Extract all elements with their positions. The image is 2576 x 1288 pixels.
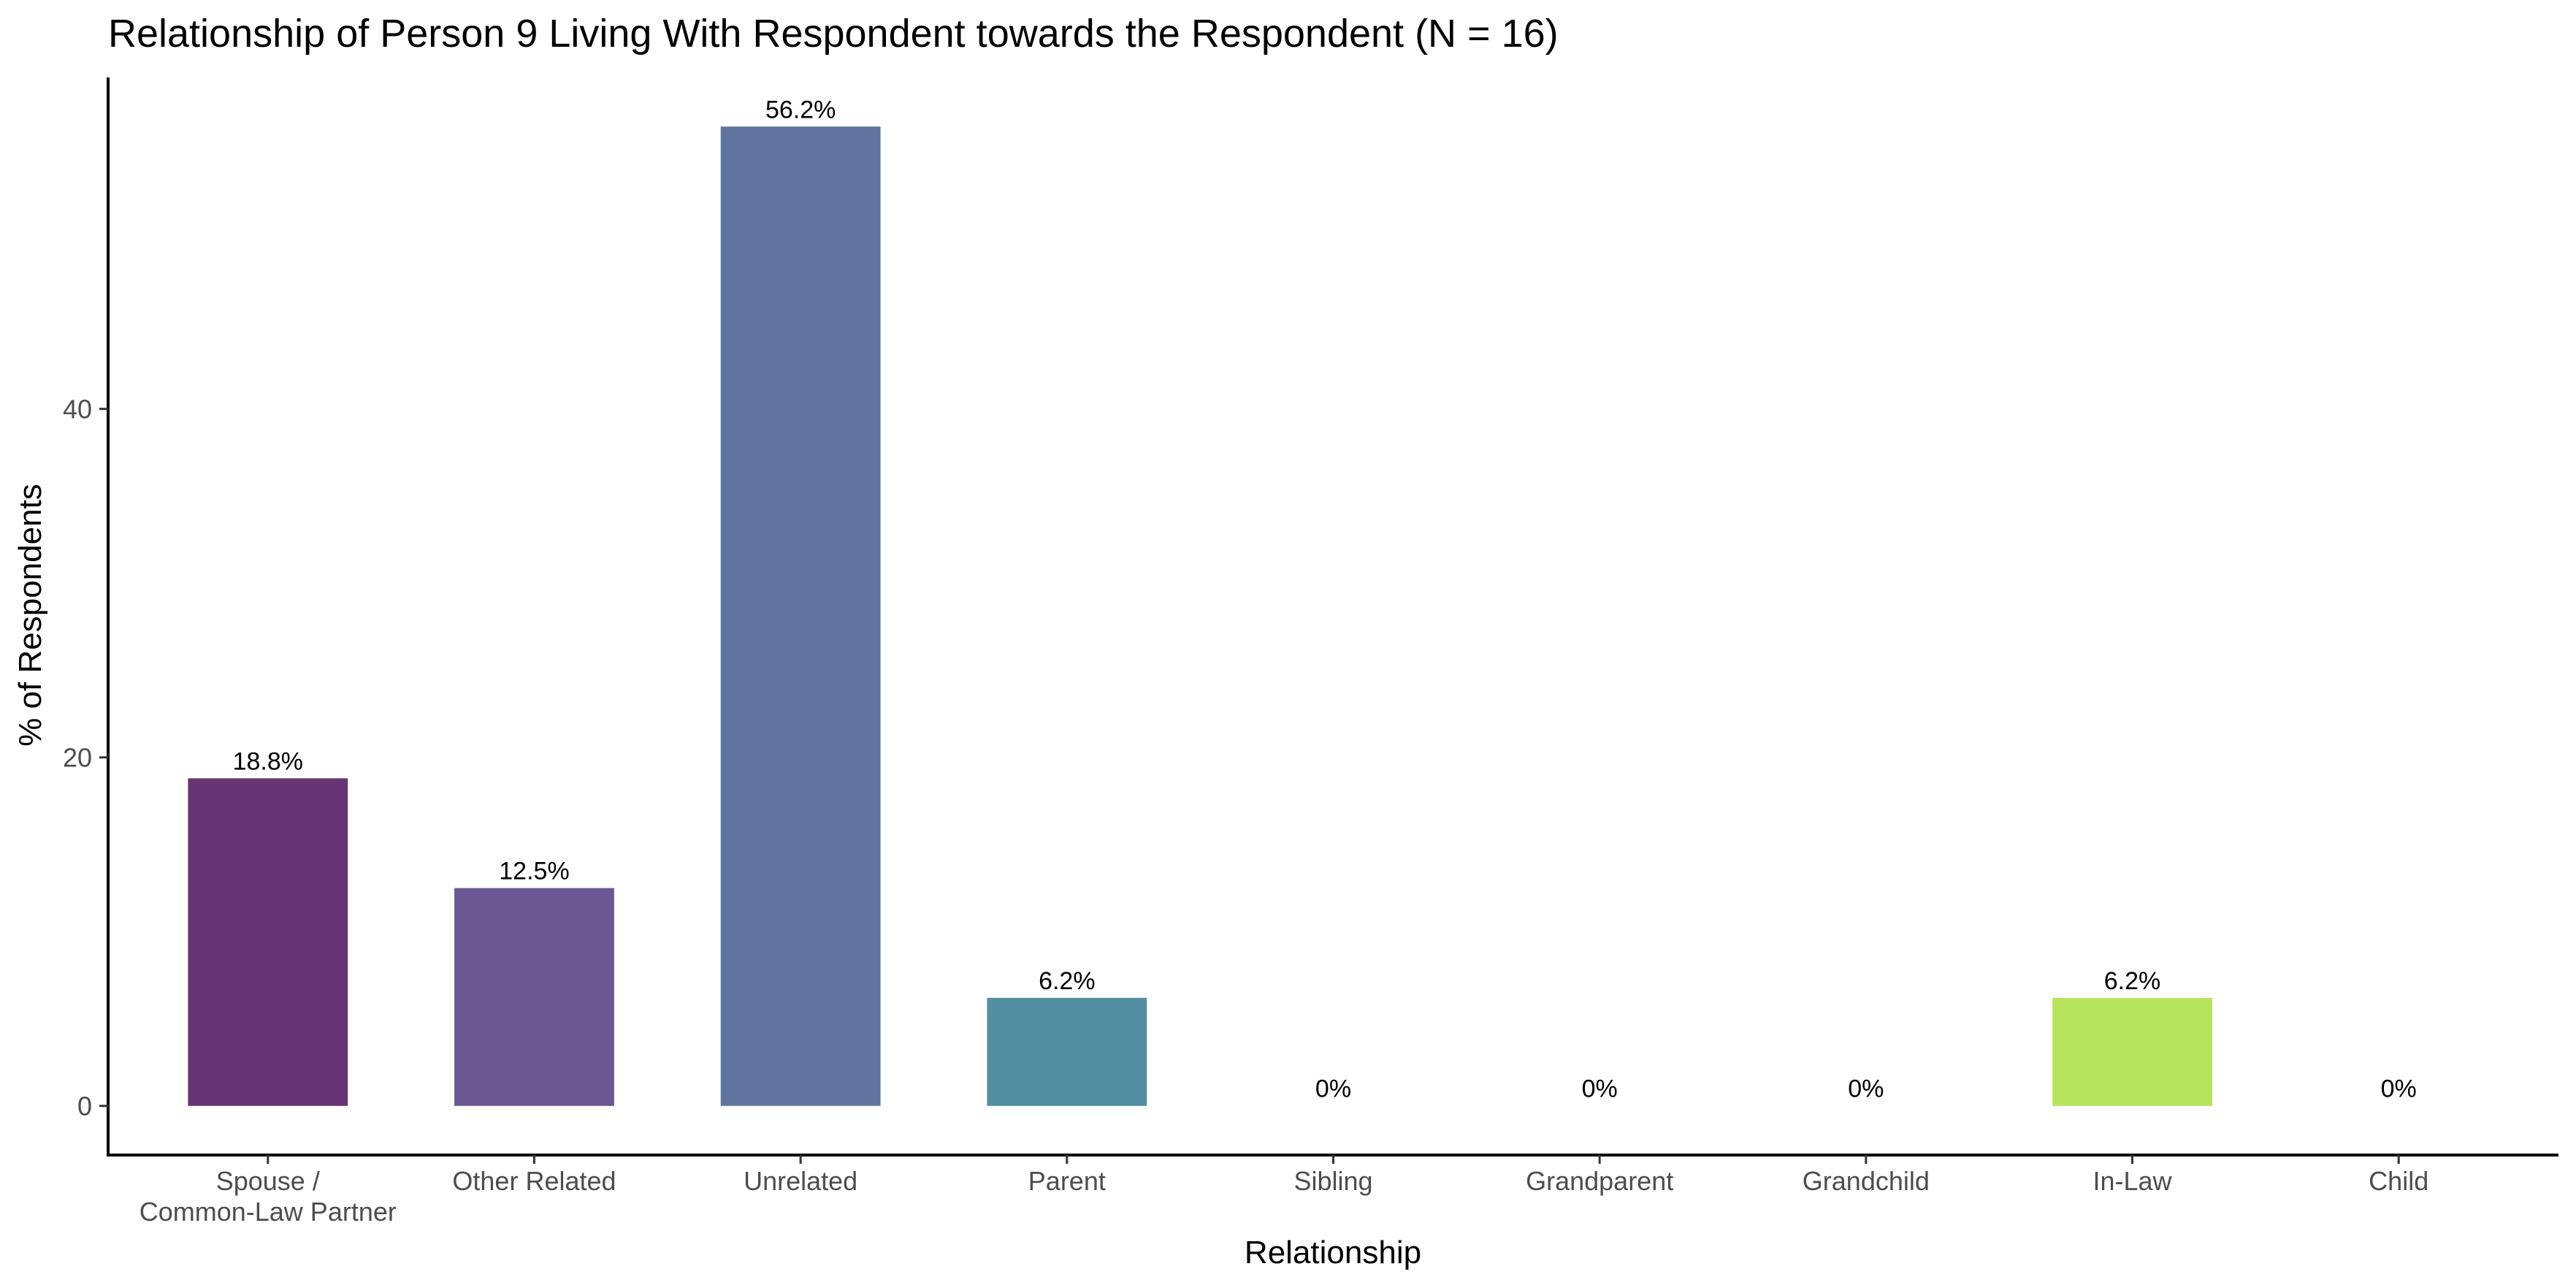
y-tick-label: 0 [77, 1091, 92, 1121]
y-axis-title: % of Respondents [12, 484, 48, 747]
data-label: 18.8% [233, 747, 303, 775]
data-label: 6.2% [1039, 967, 1096, 995]
y-tick-label: 20 [63, 743, 92, 773]
data-label: 0% [2381, 1075, 2417, 1103]
x-tick-label: Spouse / Common-Law Partner [139, 1166, 397, 1227]
x-tick-label-line: Sibling [1293, 1166, 1372, 1196]
x-tick-label: Unrelated [744, 1166, 857, 1196]
bar [987, 997, 1147, 1106]
x-axis-title: Relationship [1245, 1235, 1421, 1270]
x-tick-label-line: In-Law [2092, 1166, 2172, 1196]
x-tick-label-line: Grandchild [1803, 1166, 1930, 1196]
x-tick-label-line: Other Related [452, 1166, 616, 1196]
data-label: 0% [1848, 1075, 1884, 1103]
x-tick-label: Other Related [452, 1166, 616, 1196]
data-label: 6.2% [2104, 967, 2161, 995]
x-tick-label: Parent [1028, 1166, 1106, 1196]
bar [2052, 997, 2212, 1106]
bar [454, 888, 614, 1106]
y-tick-label: 40 [63, 395, 92, 424]
x-tick-label-line: Parent [1028, 1166, 1106, 1196]
data-label: 12.5% [499, 858, 569, 885]
data-label: 0% [1315, 1075, 1351, 1103]
data-label: 0% [1582, 1075, 1618, 1103]
x-tick-label-line: Grandparent [1526, 1166, 1673, 1196]
bar [188, 778, 348, 1106]
x-tick-label: Sibling [1293, 1166, 1372, 1196]
chart-title: Relationship of Person 9 Living With Res… [108, 12, 1559, 56]
x-tick-label-line: Child [2369, 1166, 2428, 1196]
x-tick-label-line: Unrelated [744, 1166, 857, 1196]
x-tick-label-line: Common-Law Partner [139, 1197, 397, 1227]
x-tick-label: Grandparent [1526, 1166, 1673, 1196]
data-label: 56.2% [765, 96, 836, 123]
x-axis-ticks: Spouse / Common-Law Partner Other Related U… [139, 1155, 2428, 1227]
x-tick-label: In-Law [2092, 1166, 2172, 1196]
x-tick-label: Grandchild [1803, 1166, 1930, 1196]
plot-area: 18.8% 12.5% 56.2% 6.2% 0% 0% 0% 6.2% 0% [188, 96, 2417, 1106]
bar [720, 126, 881, 1106]
y-axis-ticks: 0 20 40 [63, 395, 108, 1121]
x-tick-label: Child [2369, 1166, 2428, 1196]
x-tick-label-line: Spouse / [216, 1166, 320, 1196]
